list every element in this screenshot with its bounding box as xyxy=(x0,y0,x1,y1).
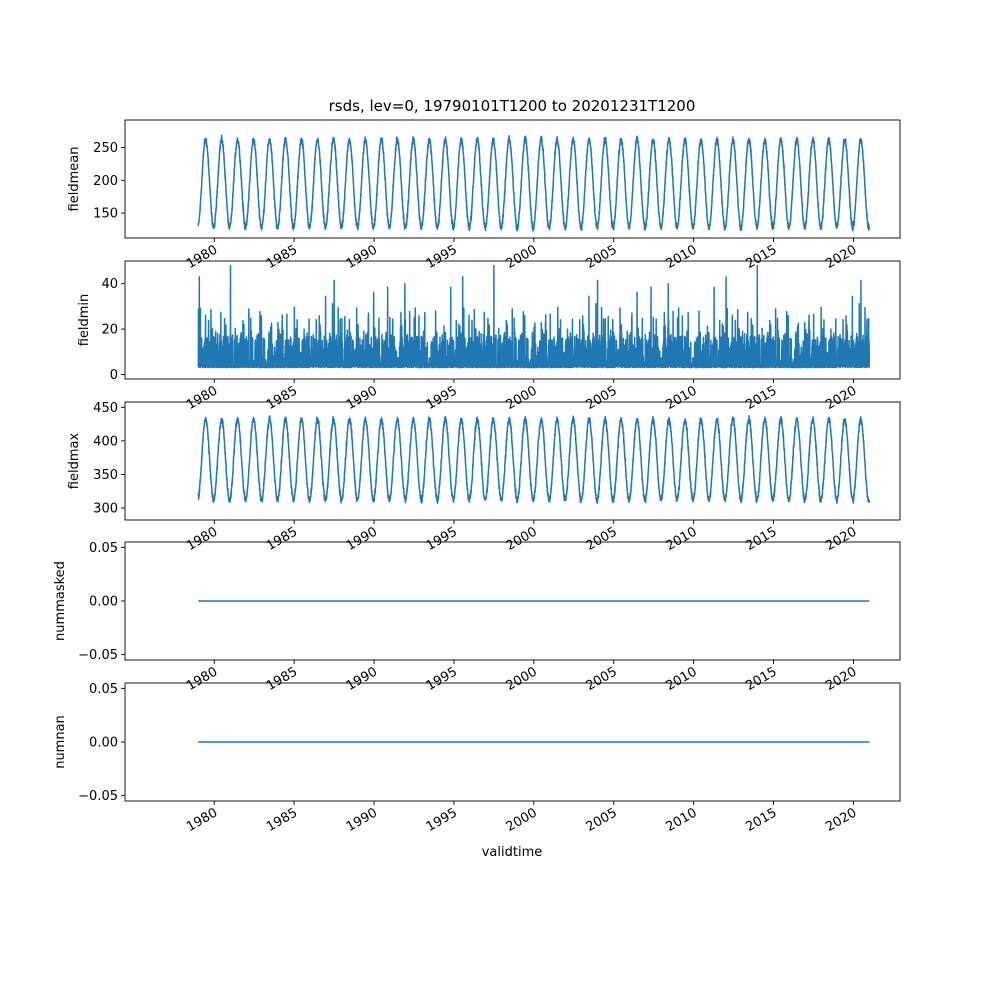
y-tick-label-fieldmin: 40 xyxy=(101,277,118,292)
y-axis-label-fieldmean: fieldmean xyxy=(67,147,82,212)
y-tick-label-numnan: 0.00 xyxy=(89,736,118,751)
y-tick-label-nummasked: −0.05 xyxy=(78,648,118,663)
y-tick-label-fieldmin: 20 xyxy=(101,323,118,338)
series-line-fieldmean xyxy=(197,134,871,232)
x-axis-label: validtime xyxy=(482,845,543,860)
axes-frame-fieldmean xyxy=(124,119,901,239)
y-tick-label-nummasked: 0.00 xyxy=(89,595,118,610)
axes-frame-fieldmin xyxy=(124,260,901,380)
y-tick-label-fieldmean: 250 xyxy=(93,141,118,156)
y-axis-label-fieldmin: fieldmin xyxy=(77,294,92,347)
series-line-fieldmax xyxy=(197,415,871,504)
y-tick-label-fieldmax: 400 xyxy=(93,434,118,449)
y-axis-label-fieldmax: fieldmax xyxy=(67,433,82,490)
y-tick-label-fieldmax: 450 xyxy=(93,401,118,416)
y-tick-label-fieldmean: 150 xyxy=(93,207,118,222)
y-tick-label-fieldmean: 200 xyxy=(93,174,118,189)
y-tick-label-fieldmax: 300 xyxy=(93,501,118,516)
y-tick-label-numnan: −0.05 xyxy=(78,789,118,804)
y-tick-label-fieldmax: 350 xyxy=(93,468,118,483)
axes-frame-fieldmax xyxy=(124,401,901,521)
chart-title: rsds, lev=0, 19790101T1200 to 20201231T1… xyxy=(329,97,696,115)
series-line-fieldmin xyxy=(197,264,871,369)
y-tick-label-fieldmin: 0 xyxy=(110,368,118,383)
y-tick-label-numnan: 0.05 xyxy=(89,682,118,697)
y-tick-label-nummasked: 0.05 xyxy=(89,541,118,556)
y-axis-label-nummasked: nummasked xyxy=(53,561,68,641)
y-axis-label-numnan: numnan xyxy=(53,715,68,769)
